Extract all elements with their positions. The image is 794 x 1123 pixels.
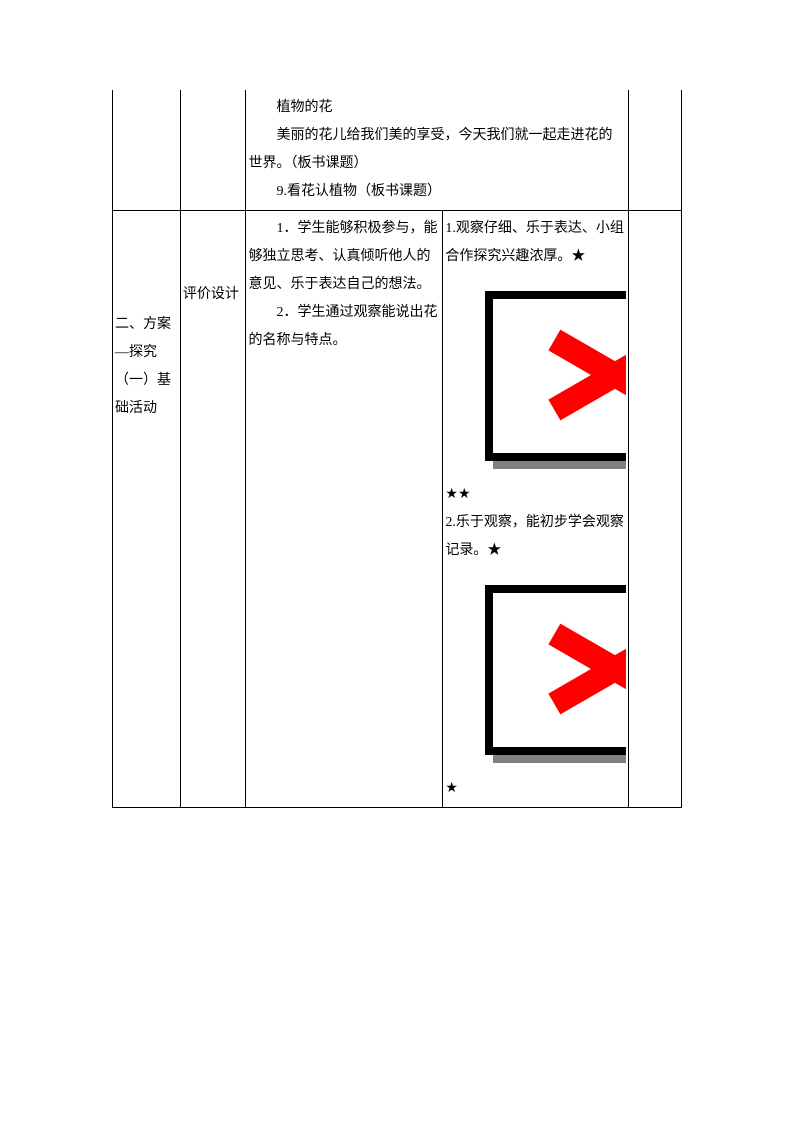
cell-r1-c5: [629, 90, 682, 211]
text-line: 1.观察仔细、乐于表达、小组合作探究兴趣浓厚。★: [445, 215, 626, 271]
text-line: 2.乐于观察，能初步学会观察记录。★: [445, 509, 626, 565]
text-paragraph: 1．学生能够积极参与，能够独立思考、认真倾听他人的意见、乐于表达自己的想法。: [248, 215, 440, 299]
text-line: 植物的花: [248, 94, 626, 122]
broken-image-icon: [485, 585, 626, 755]
cell-r1-c2: [180, 90, 246, 211]
cell-r2-c5: [629, 211, 682, 808]
cell-r1-c3: 植物的花 美丽的花儿给我们美的享受，今天我们就一起走进花的世界。（板书课题） 9…: [246, 90, 629, 211]
cell-r2-c1: 二、方案—探究（一）基础活动: [113, 211, 181, 808]
cell-r2-c2: 评价设计: [180, 211, 246, 808]
text-paragraph: 2．学生通过观察能说出花的名称与特点。: [248, 299, 440, 355]
text-line: ★★: [445, 481, 626, 509]
text-line: ★: [445, 775, 626, 803]
lesson-plan-table: 植物的花 美丽的花儿给我们美的享受，今天我们就一起走进花的世界。（板书课题） 9…: [112, 90, 682, 808]
cell-r2-c3: 1．学生能够积极参与，能够独立思考、认真倾听他人的意见、乐于表达自己的想法。 2…: [246, 211, 443, 808]
table-row: 二、方案—探究（一）基础活动 评价设计 1．学生能够积极参与，能够独立思考、认真…: [113, 211, 682, 808]
text-line: 美丽的花儿给我们美的享受，今天我们就一起走进花的世界。（板书课题）: [248, 122, 626, 178]
cell-r2-c4: 1.观察仔细、乐于表达、小组合作探究兴趣浓厚。★ ★★ 2.乐于观察，能初步学会…: [443, 211, 629, 808]
table-row: 植物的花 美丽的花儿给我们美的享受，今天我们就一起走进花的世界。（板书课题） 9…: [113, 90, 682, 211]
text-line: 9.看花认植物（板书课题）: [248, 178, 626, 206]
cell-r1-c1: [113, 90, 181, 211]
broken-image-icon: [485, 291, 626, 461]
